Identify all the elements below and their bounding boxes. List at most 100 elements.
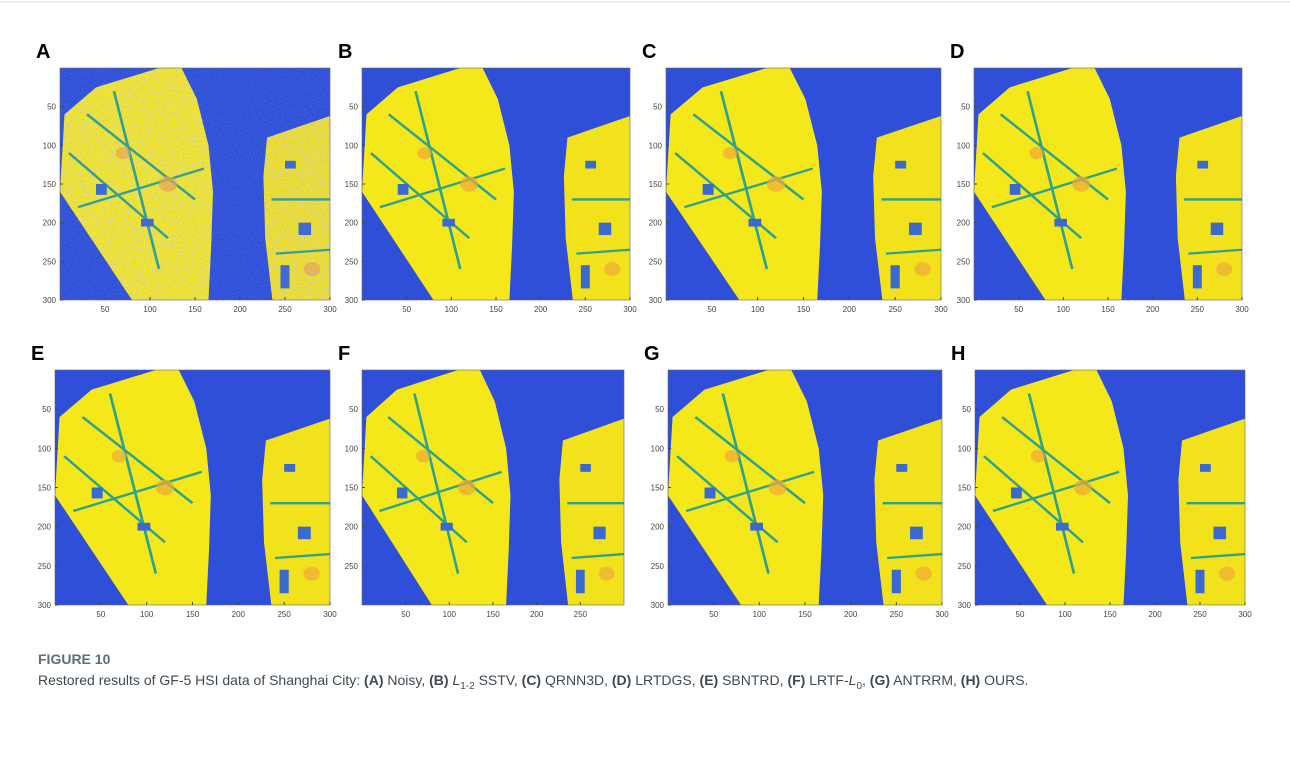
y-tick-label: 200 — [957, 219, 971, 228]
y-tick-label: 150 — [38, 484, 52, 493]
panel-image — [974, 68, 1242, 300]
x-tick-label: 200 — [232, 610, 246, 619]
x-tick-label: 100 — [1058, 610, 1072, 619]
caption-item-text: SSTV, — [475, 672, 522, 688]
caption-item-text: Noisy, — [383, 672, 429, 688]
y-tick-label: 300 — [957, 296, 971, 305]
y-tick-label: 150 — [43, 180, 57, 189]
x-tick-label: 100 — [445, 305, 459, 314]
y-tick-label: 200 — [38, 523, 52, 532]
panel-letter: E — [31, 343, 44, 365]
y-tick-label: 150 — [651, 484, 665, 493]
panel-image — [975, 370, 1245, 605]
caption-item-text: 1-2 — [460, 681, 474, 692]
x-tick-label: 250 — [277, 610, 291, 619]
y-tick-label: 50 — [47, 103, 56, 112]
figure: A 50 100 150 200 250 300 50 100 150 200 250 300 B 50 10… — [0, 0, 1290, 640]
y-tick-label: 200 — [43, 219, 57, 228]
page: A 50 100 150 200 250 300 50 100 150 200 250 300 B 50 10… — [0, 0, 1290, 774]
x-tick-label: 300 — [323, 305, 337, 314]
caption-item-text: LRTDGS, — [631, 672, 699, 688]
y-tick-label: 150 — [345, 180, 359, 189]
x-tick-label: 50 — [101, 305, 110, 314]
y-tick-label: 250 — [345, 257, 359, 266]
y-tick-label: 100 — [649, 141, 663, 150]
x-tick-label: 100 — [751, 305, 765, 314]
y-tick-label: 50 — [349, 103, 358, 112]
y-tick-label: 100 — [345, 141, 359, 150]
x-tick-label: 100 — [753, 610, 767, 619]
y-tick-label: 150 — [958, 484, 972, 493]
y-tick-label: 50 — [349, 405, 358, 414]
x-tick-label: 50 — [1016, 610, 1025, 619]
y-tick-label: 200 — [649, 219, 663, 228]
panel-letter: A — [36, 41, 50, 63]
x-tick-label: 200 — [843, 305, 857, 314]
y-tick-label: 300 — [38, 601, 52, 610]
panel-image — [60, 68, 330, 300]
y-tick-label: 150 — [649, 180, 663, 189]
y-tick-label: 300 — [651, 601, 665, 610]
x-tick-label: 100 — [1057, 305, 1071, 314]
caption-item-label: (D) — [612, 672, 631, 688]
y-tick-label: 250 — [957, 257, 971, 266]
x-tick-label: 150 — [489, 305, 503, 314]
x-tick-label: 300 — [623, 305, 637, 314]
x-tick-label: 200 — [1146, 305, 1160, 314]
x-tick-label: 150 — [798, 610, 812, 619]
y-tick-label: 200 — [345, 219, 359, 228]
x-tick-label: 150 — [797, 305, 811, 314]
x-tick-label: 200 — [530, 610, 544, 619]
x-tick-label: 200 — [1148, 610, 1162, 619]
y-tick-label: 100 — [43, 141, 57, 150]
y-tick-label: 150 — [957, 180, 971, 189]
x-tick-label: 50 — [96, 610, 105, 619]
y-tick-label: 200 — [345, 523, 359, 532]
figure-label: FIGURE 10 — [38, 649, 110, 669]
panel-letter: G — [644, 343, 660, 365]
x-tick-label: 250 — [579, 305, 593, 314]
x-tick-label: 100 — [443, 610, 457, 619]
caption-item-label: (H) — [961, 672, 980, 688]
x-tick-label: 250 — [1193, 610, 1207, 619]
x-tick-label: 250 — [890, 610, 904, 619]
x-tick-label: 100 — [143, 305, 157, 314]
y-tick-label: 100 — [957, 141, 971, 150]
caption-item-text: ANTRRM, — [890, 672, 961, 688]
caption-item-label: (F) — [787, 672, 805, 688]
y-tick-label: 100 — [38, 444, 52, 453]
panel-image — [668, 370, 942, 605]
y-tick-label: 150 — [345, 484, 359, 493]
y-tick-label: 300 — [958, 601, 972, 610]
x-tick-label: 50 — [402, 305, 411, 314]
y-tick-label: 50 — [961, 103, 970, 112]
caption-lead: Restored results of GF-5 HSI data of Sha… — [38, 672, 364, 688]
x-tick-label: 50 — [401, 610, 410, 619]
x-tick-label: 250 — [574, 610, 588, 619]
y-tick-label: 250 — [345, 562, 359, 571]
panel-letter: C — [642, 41, 656, 63]
y-tick-label: 250 — [958, 562, 972, 571]
x-tick-label: 150 — [188, 305, 202, 314]
panel-letter: B — [338, 41, 352, 63]
x-tick-label: 300 — [1238, 610, 1252, 619]
y-tick-label: 250 — [651, 562, 665, 571]
caption-item-text: OURS. — [980, 672, 1028, 688]
caption: Restored results of GF-5 HSI data of Sha… — [38, 670, 1248, 697]
x-tick-label: 150 — [1103, 610, 1117, 619]
x-tick-label: 300 — [934, 305, 948, 314]
x-tick-label: 150 — [186, 610, 200, 619]
y-tick-label: 100 — [651, 444, 665, 453]
x-tick-label: 100 — [140, 610, 154, 619]
y-tick-label: 50 — [42, 405, 51, 414]
y-tick-label: 250 — [649, 257, 663, 266]
caption-item-label: (B) — [429, 672, 448, 688]
y-tick-label: 50 — [653, 103, 662, 112]
x-tick-label: 300 — [1235, 305, 1249, 314]
panel-image — [55, 370, 330, 605]
y-tick-label: 250 — [38, 562, 52, 571]
caption-item-text: SBNTRD, — [718, 672, 787, 688]
caption-item-label: (E) — [700, 672, 719, 688]
y-tick-label: 300 — [649, 296, 663, 305]
panel-image — [362, 370, 624, 605]
